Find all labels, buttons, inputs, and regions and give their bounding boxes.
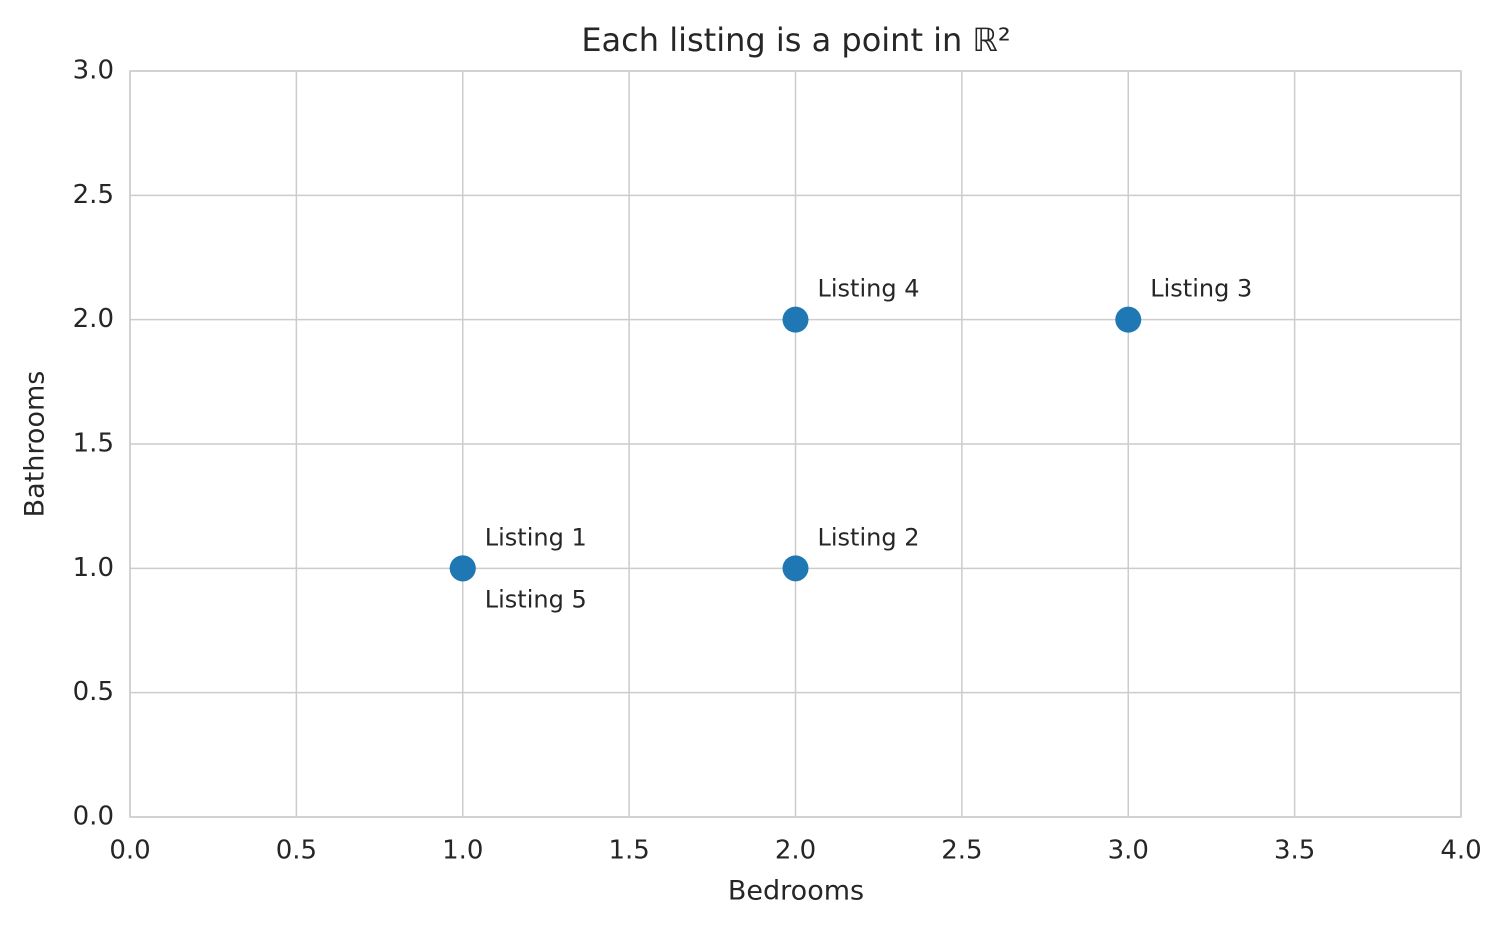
- y-axis-label: Bathrooms: [20, 371, 51, 518]
- y-tick-label: 0.0: [73, 802, 114, 832]
- x-axis-label: Bedrooms: [728, 876, 864, 907]
- y-tick-label: 1.5: [73, 429, 114, 459]
- y-tick-label: 0.5: [73, 677, 114, 707]
- y-tick-label: 1.0: [73, 553, 114, 583]
- x-tick-label: 0.0: [109, 836, 150, 866]
- point: [1115, 306, 1142, 333]
- point-label: Listing 4: [818, 275, 920, 303]
- x-tick-label: 1.5: [608, 836, 649, 866]
- point: [782, 306, 809, 333]
- point-label: Listing 2: [818, 523, 920, 551]
- point: [449, 555, 476, 582]
- point: [782, 555, 809, 582]
- x-tick-label: 2.0: [775, 836, 816, 866]
- point-label: Listing 3: [1150, 275, 1252, 303]
- point-label: Listing 1: [485, 523, 587, 551]
- x-tick-label: 4.0: [1440, 836, 1481, 866]
- y-tick-label: 2.5: [73, 180, 114, 210]
- x-tick-label: 1.0: [442, 836, 483, 866]
- x-tick-label: 3.0: [1108, 836, 1149, 866]
- y-tick-label: 2.0: [73, 304, 114, 334]
- x-tick-label: 3.5: [1274, 836, 1315, 866]
- x-tick-label: 2.5: [941, 836, 982, 866]
- y-tick-label: 3.0: [73, 56, 114, 86]
- chart-title: Each listing is a point in ℝ²: [581, 21, 1010, 59]
- x-tick-label: 0.5: [276, 836, 317, 866]
- point-label: Listing 5: [485, 585, 587, 613]
